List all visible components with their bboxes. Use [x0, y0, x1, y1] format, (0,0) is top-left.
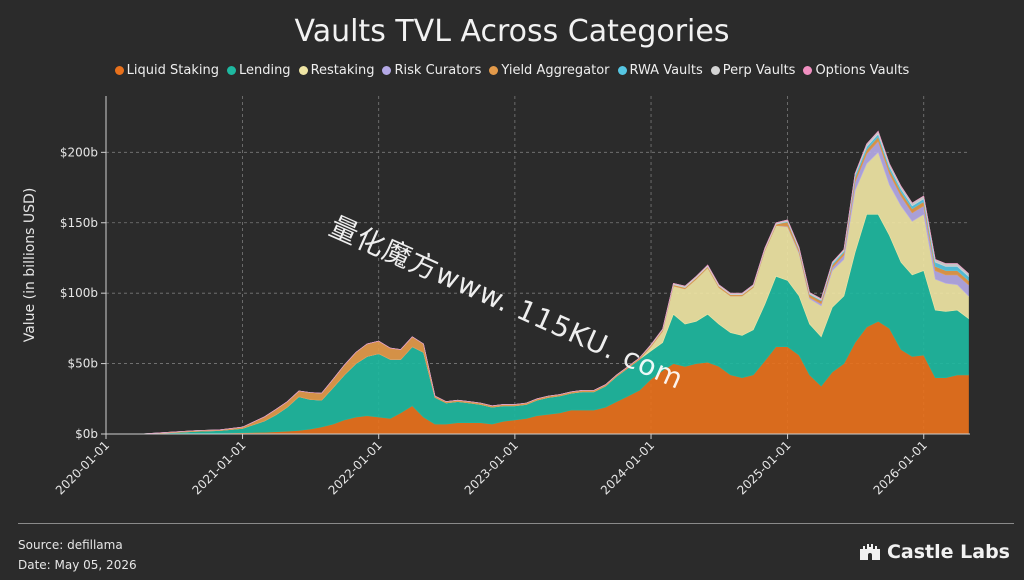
legend-label: Options Vaults — [815, 63, 910, 78]
legend-item: Perp Vaults — [710, 63, 796, 78]
footer-divider — [18, 523, 1014, 524]
x-tick-label: 2023-01-01 — [462, 438, 521, 497]
date-label: Date: May 05, 2026 — [18, 558, 137, 572]
legend-item: Risk Curators — [382, 63, 481, 78]
x-tick-label: 2022-01-01 — [326, 438, 385, 497]
legend-item: Restaking — [298, 63, 375, 78]
legend-label: Lending — [238, 63, 291, 78]
x-tick-label: 2021-01-01 — [189, 438, 248, 497]
legend-label: RWA Vaults — [629, 63, 703, 78]
y-axis-label: Value (in billions USD) — [22, 188, 38, 343]
legend-item: Liquid Staking — [114, 63, 219, 78]
legend-swatch — [298, 66, 308, 75]
legend-swatch — [489, 66, 499, 75]
y-tick-label: $50b — [67, 357, 98, 371]
legend-item: Options Vaults — [803, 63, 909, 78]
legend-item: Yield Aggregator — [489, 63, 610, 78]
castle-icon — [859, 544, 880, 560]
brand-name: Castle Labs — [886, 541, 1010, 563]
y-tick-label: $100b — [60, 286, 98, 300]
source-label: Source: defillama — [18, 538, 123, 552]
brand-logo: Castle Labs — [859, 541, 1010, 563]
x-tick-label: 2026-01-01 — [871, 438, 930, 497]
legend-swatch — [114, 66, 124, 75]
chart-legend: Liquid Staking Lending Restaking Risk Curat… — [0, 63, 1024, 78]
chart-areas — [106, 130, 969, 435]
legend-label: Perp Vaults — [722, 63, 796, 78]
legend-swatch — [617, 66, 627, 75]
y-tick-label: $200b — [60, 145, 98, 159]
legend-label: Yield Aggregator — [501, 63, 610, 78]
legend-swatch — [226, 66, 236, 75]
legend-label: Restaking — [310, 63, 375, 78]
legend-item: Lending — [226, 63, 291, 78]
area-series-options-vaults — [106, 130, 969, 435]
legend-swatch — [710, 66, 720, 75]
x-tick-label: 2025-01-01 — [734, 438, 793, 497]
legend-item: RWA Vaults — [617, 63, 703, 78]
chart-title: Vaults TVL Across Categories — [294, 14, 730, 49]
x-tick-label: 2024-01-01 — [598, 438, 657, 497]
y-tick-label: $150b — [60, 216, 98, 230]
x-tick-label: 2020-01-01 — [53, 438, 112, 497]
legend-label: Liquid Staking — [126, 63, 219, 78]
y-tick-label: $0b — [75, 427, 98, 441]
legend-label: Risk Curators — [394, 63, 482, 78]
legend-swatch — [382, 66, 392, 75]
legend-swatch — [803, 66, 813, 75]
